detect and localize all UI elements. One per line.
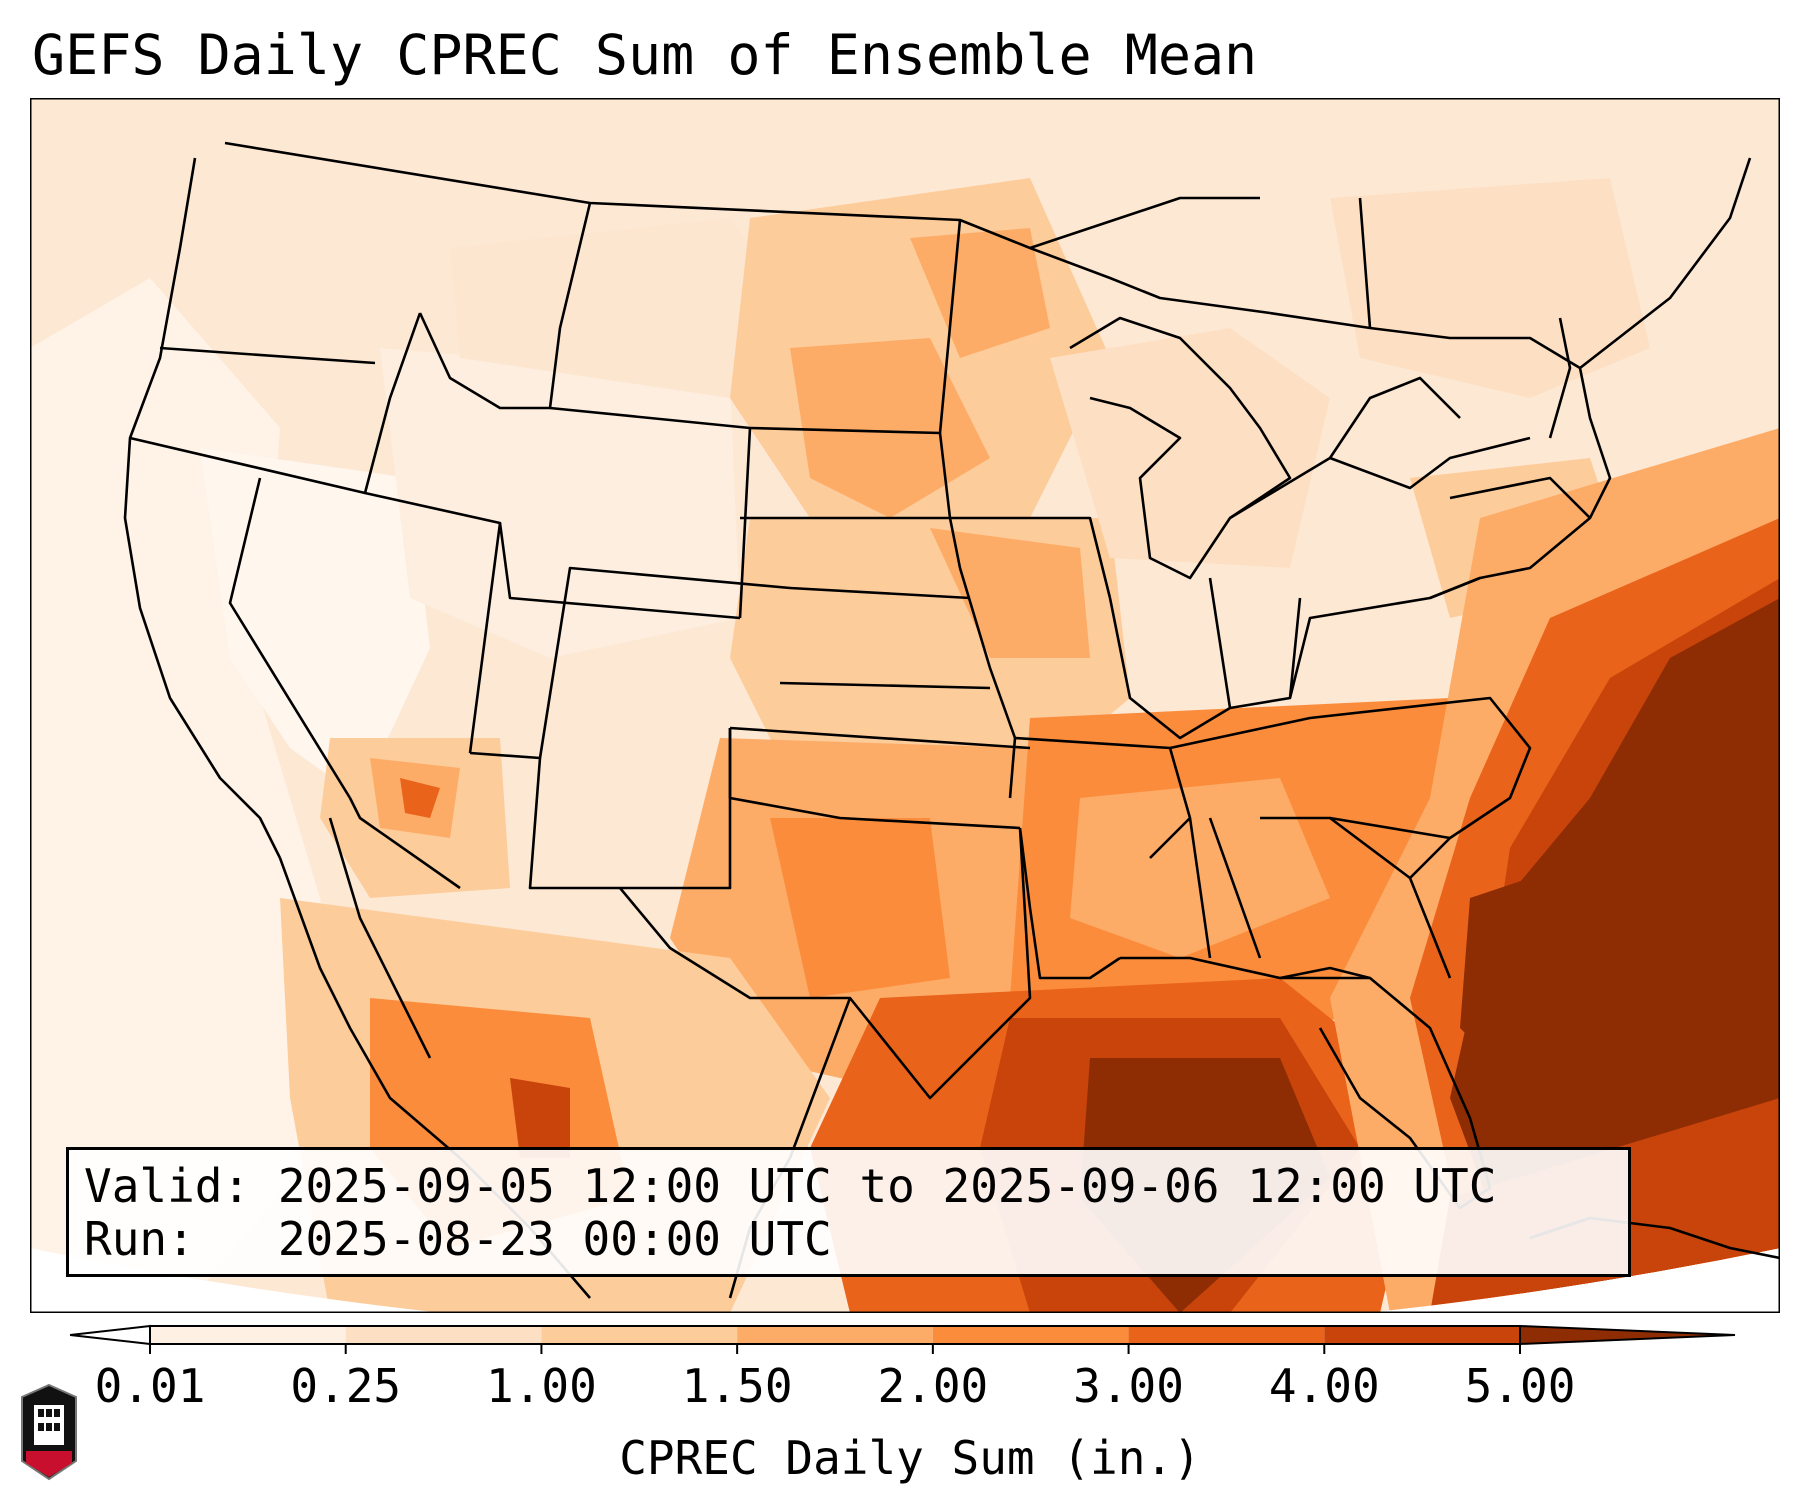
colorbar-tick-label: 3.00: [1073, 1359, 1184, 1413]
map-title: GEFS Daily CPREC Sum of Ensemble Mean: [32, 23, 1258, 87]
colorbar-segment: [345, 1326, 542, 1344]
valid-time-text: Valid: 2025-09-05 12:00 UTC to 2025-09-0…: [84, 1159, 1497, 1213]
run-time-text: Run: 2025-08-23 00:00 UTC: [84, 1212, 832, 1266]
colorbar-segment: [737, 1326, 933, 1344]
colorbar-tick-label: 2.00: [877, 1359, 988, 1413]
colorbar-outline: [149, 1325, 1521, 1345]
colorbar-segment: [932, 1326, 1129, 1344]
colorbar-label: CPREC Daily Sum (in.): [619, 1431, 1201, 1485]
colorbar-tick-label: 0.01: [95, 1359, 206, 1413]
colorbar-segment: [150, 1326, 346, 1344]
colorbar: 0.01 0.25 1.00 1.50 2.00 3.00 4.00 5.00 CPREC D…: [70, 1312, 1750, 1492]
colorbar-tick-label: 5.00: [1465, 1359, 1576, 1413]
colorbar-tick-label: 4.00: [1269, 1359, 1380, 1413]
colorbar-blocks: [70, 1324, 1736, 1346]
colorbar-segment: [541, 1326, 738, 1344]
valid-run-info-box: Valid: 2025-09-05 12:00 UTC to 2025-09-0…: [66, 1147, 1631, 1277]
colorbar-ticks: 0.01 0.25 1.00 1.50 2.00 3.00 4.00 5.00: [95, 1344, 1576, 1413]
colorbar-tick-label: 0.25: [290, 1359, 401, 1413]
colorbar-segment: [1128, 1326, 1325, 1344]
colorbar-tick-label: 1.00: [486, 1359, 597, 1413]
colorbar-extend-max: [1519, 1324, 1736, 1346]
colorbar-extend-min: [70, 1324, 151, 1346]
colorbar-tick-label: 1.50: [682, 1359, 793, 1413]
niu-logo: [21, 1383, 77, 1481]
precip-map: [30, 98, 1780, 1313]
colorbar-segment: [1324, 1326, 1520, 1344]
west-coast: [123, 157, 282, 859]
